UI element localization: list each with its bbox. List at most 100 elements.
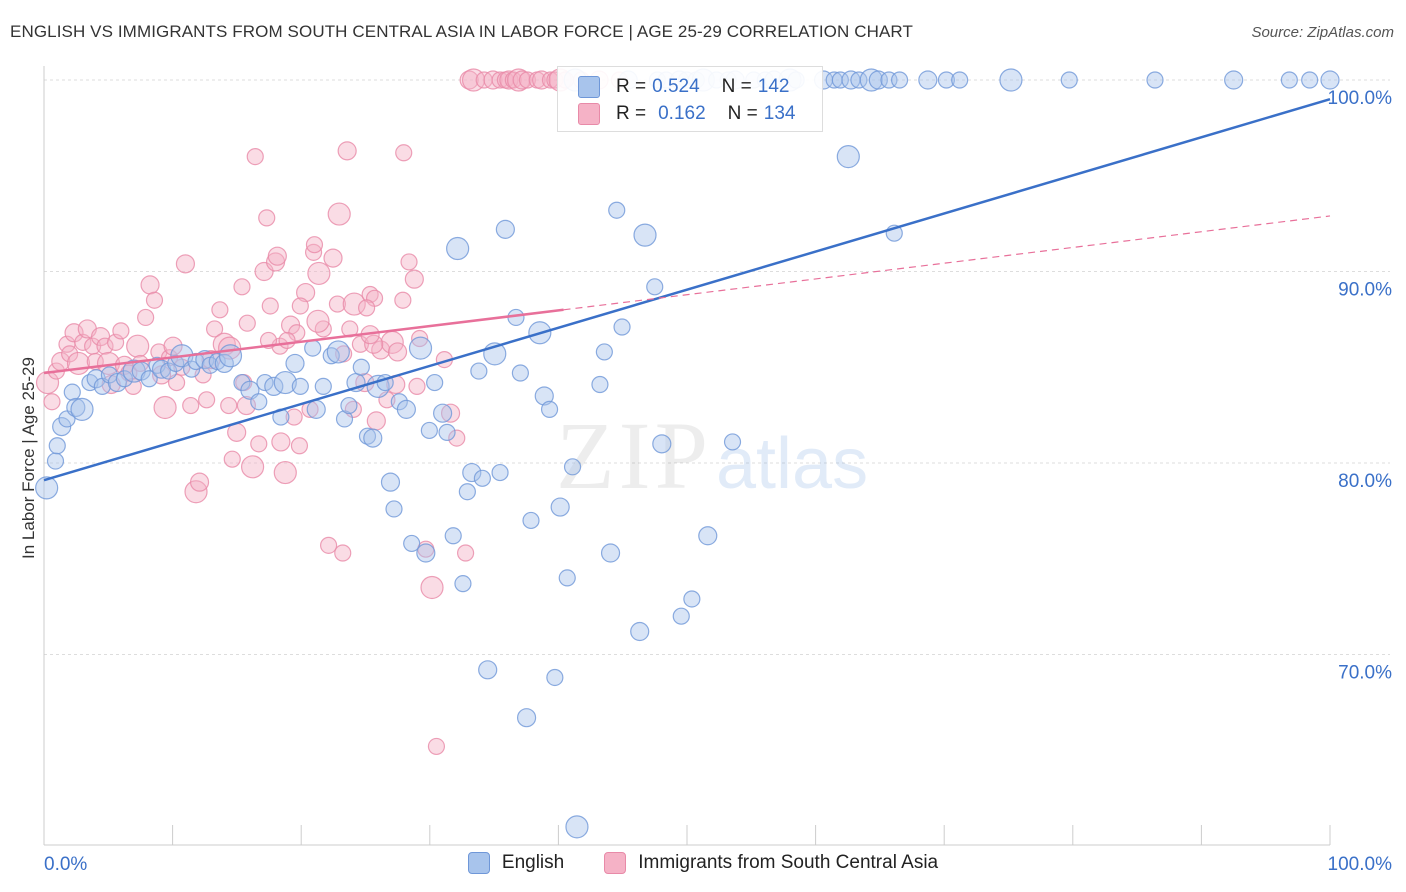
english-point	[600, 543, 621, 563]
watermark-atlas: atlas	[716, 424, 868, 504]
immigrants-trend-line	[43, 308, 564, 375]
english-point	[683, 590, 701, 608]
immigrants-point	[394, 291, 412, 309]
immigrants-point	[404, 269, 424, 289]
english-point	[951, 71, 969, 89]
english-point	[1224, 70, 1244, 90]
english-point	[340, 396, 358, 415]
immigrants-point	[43, 393, 61, 411]
immigrants-r-label: R =	[616, 103, 647, 124]
english-point	[420, 421, 438, 440]
immigrants-point	[163, 336, 183, 356]
immigrants-point	[290, 437, 309, 455]
immigrants-point	[96, 337, 114, 355]
immigrants-point	[246, 148, 264, 166]
immigrants-point	[319, 536, 338, 554]
english-point	[608, 201, 626, 219]
immigrants-point	[66, 351, 91, 376]
english-point	[698, 526, 718, 546]
immigrants-point	[240, 455, 265, 479]
immigrants-point	[456, 544, 475, 562]
immigrants-point	[337, 141, 357, 161]
immigrants-point	[271, 432, 291, 452]
y-axis-label: In Labor Force | Age 25-29	[19, 357, 38, 559]
source-label: Source: ZipAtlas.com	[1251, 24, 1394, 41]
immigrants-point	[296, 282, 316, 303]
immigrants-point	[358, 299, 376, 317]
english-r-label: R =	[616, 76, 647, 97]
english-point	[550, 497, 570, 517]
immigrants-point	[175, 254, 196, 274]
axes	[43, 66, 1331, 846]
english-point	[850, 71, 868, 89]
english-point	[937, 71, 956, 89]
english-point	[250, 393, 268, 411]
series-legend: English Immigrants from South Central As…	[0, 852, 1406, 874]
english-point	[462, 462, 482, 483]
immigrants-point	[395, 144, 413, 162]
immigrants-point	[189, 472, 210, 492]
immigrants-point	[223, 450, 241, 468]
english-point	[48, 437, 66, 455]
immigrants-point	[440, 403, 461, 423]
english-point	[478, 660, 498, 680]
immigrants-point	[258, 209, 276, 227]
immigrants-point	[198, 391, 216, 409]
english-point	[390, 393, 408, 411]
english-point	[438, 423, 456, 441]
x-tick-label: 100.0%	[1328, 854, 1393, 875]
grid-lines	[44, 79, 1390, 655]
immigrants-point	[323, 248, 343, 268]
immigrants-point	[126, 334, 150, 358]
english-point	[63, 383, 81, 401]
english-point	[723, 433, 742, 451]
immigrants-point	[250, 435, 268, 453]
immigrants-point	[448, 429, 466, 447]
immigrants-n-value: 134	[763, 103, 796, 124]
english-point	[491, 463, 509, 482]
x-tick-label: 0.0%	[44, 854, 87, 875]
immigrants-point	[314, 320, 332, 338]
immigrants-point	[182, 396, 200, 415]
immigrants-point	[400, 253, 418, 271]
y-tick-label: 80.0%	[1338, 471, 1392, 492]
immigrants-point	[112, 322, 130, 340]
immigrants-point	[140, 275, 160, 295]
immigrants-point	[366, 411, 386, 431]
immigrants-point	[342, 292, 366, 316]
english-point	[233, 373, 251, 392]
english-point	[516, 708, 537, 728]
english-point	[495, 219, 515, 239]
axis-labels: 70.0% 80.0% 90.0% 100.0% 0.0% 100.0% In Labor …	[19, 88, 1392, 875]
immigrants-point	[137, 308, 155, 327]
english-point	[273, 370, 297, 395]
english-point	[540, 400, 559, 418]
english-point	[1060, 71, 1078, 89]
english-point	[304, 339, 322, 357]
english-point	[291, 377, 309, 395]
immigrants-point	[307, 261, 331, 286]
english-point	[306, 399, 326, 419]
immigrants-point	[328, 295, 347, 313]
immigrants-point	[278, 331, 296, 350]
immigrants-point	[306, 309, 330, 333]
immigrants-point	[273, 460, 297, 485]
immigrants-point	[334, 544, 352, 562]
english-trend-line	[43, 97, 1331, 482]
english-point	[595, 343, 613, 361]
english-point	[70, 397, 94, 421]
english-point	[563, 458, 582, 476]
english-point	[403, 534, 421, 553]
english-point	[416, 543, 436, 563]
english-point	[999, 68, 1023, 92]
english-point	[470, 362, 488, 380]
legend-item-english: English	[467, 852, 564, 874]
english-point	[363, 428, 383, 448]
immigrants-r-value: 0.162	[658, 103, 706, 124]
immigrants-point	[205, 320, 224, 338]
legend-row-immigrants: R = 0.162 N = 134	[578, 101, 795, 127]
immigrants-point	[351, 335, 370, 353]
english-point	[285, 353, 305, 374]
english-point	[672, 607, 690, 625]
